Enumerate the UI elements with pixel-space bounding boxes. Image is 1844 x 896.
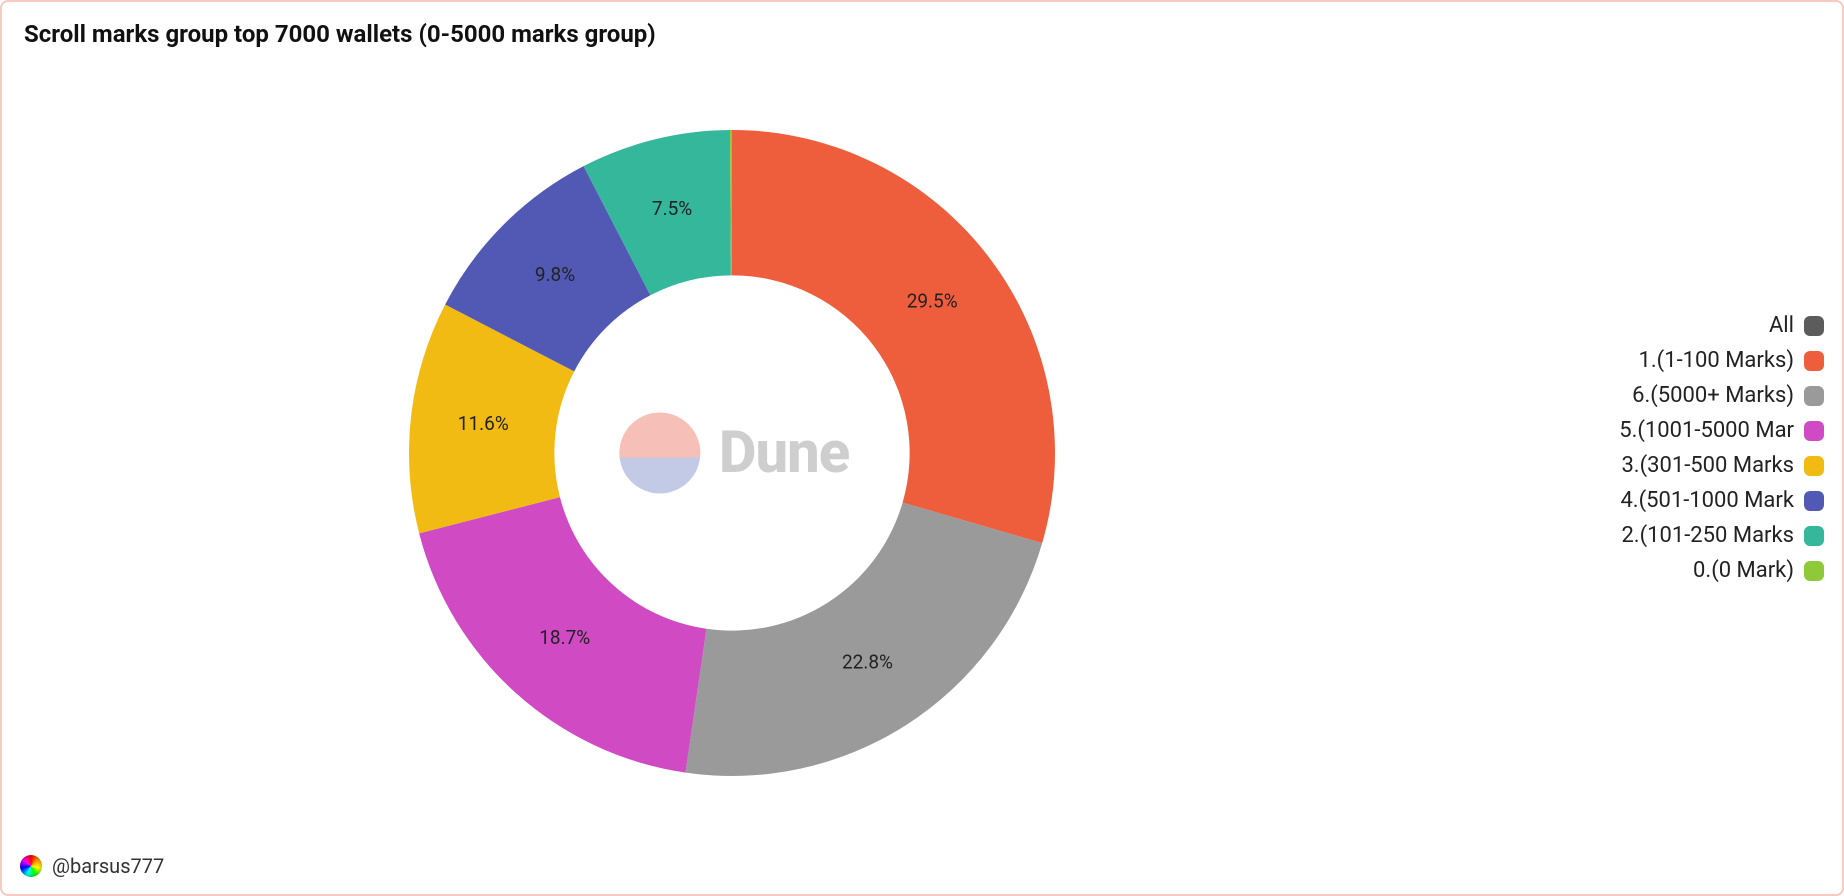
legend-item[interactable]: 1.(1-100 Marks)	[1484, 348, 1824, 373]
donut-chart-svg: 29.5% 22.8% 18.7% 11.6% 9.8% 7.5%	[352, 73, 1112, 833]
legend-item[interactable]: 3.(301-500 Marks	[1484, 453, 1824, 478]
legend-swatch	[1804, 526, 1824, 546]
legend-item-label: 1.(1-100 Marks)	[1639, 348, 1794, 373]
legend-swatch	[1804, 491, 1824, 511]
color-wheel-icon	[20, 855, 42, 877]
legend-item-label: 4.(501-1000 Mark	[1620, 488, 1794, 513]
legend-item-label: 2.(101-250 Marks	[1621, 523, 1794, 548]
legend-swatch	[1804, 421, 1824, 441]
chart-author: @barsus777	[52, 854, 164, 878]
legend-item-label: 6.(5000+ Marks)	[1632, 383, 1794, 408]
legend-item[interactable]: 2.(101-250 Marks	[1484, 523, 1824, 548]
legend-item[interactable]: 6.(5000+ Marks)	[1484, 383, 1824, 408]
legend-swatch	[1804, 386, 1824, 406]
legend-swatch	[1804, 316, 1824, 336]
legend-item-label: 3.(301-500 Marks	[1621, 453, 1794, 478]
chart-title: Scroll marks group top 7000 wallets (0-5…	[24, 20, 656, 48]
legend-swatch	[1804, 561, 1824, 581]
legend-swatch	[1804, 351, 1824, 371]
slice-label: 29.5%	[907, 290, 958, 313]
legend-item[interactable]: 5.(1001-5000 Mar	[1484, 418, 1824, 443]
slice-label: 22.8%	[842, 651, 893, 674]
donut-slice[interactable]	[732, 130, 1055, 543]
chart-footer: @barsus777	[20, 854, 164, 878]
slice-label: 18.7%	[539, 626, 590, 649]
chart-area: 29.5%22.8%18.7%11.6%9.8%7.5% Dune	[2, 72, 1462, 834]
legend-item-label: 0.(0 Mark)	[1693, 558, 1794, 583]
slice-label: 11.6%	[458, 412, 509, 435]
chart-card: Scroll marks group top 7000 wallets (0-5…	[0, 0, 1844, 896]
slice-label: 7.5%	[652, 197, 692, 220]
chart-legend: All 1.(1-100 Marks) 6.(5000+ Marks) 5.(1001…	[1484, 313, 1824, 583]
legend-item-label: 5.(1001-5000 Mar	[1619, 418, 1794, 443]
legend-item[interactable]: 0.(0 Mark)	[1484, 558, 1824, 583]
legend-item[interactable]: 4.(501-1000 Mark	[1484, 488, 1824, 513]
donut-slice[interactable]	[685, 503, 1042, 776]
slice-label: 9.8%	[535, 263, 575, 286]
legend-swatch	[1804, 456, 1824, 476]
legend-item-label: All	[1769, 313, 1794, 338]
legend-item[interactable]: All	[1484, 313, 1824, 338]
